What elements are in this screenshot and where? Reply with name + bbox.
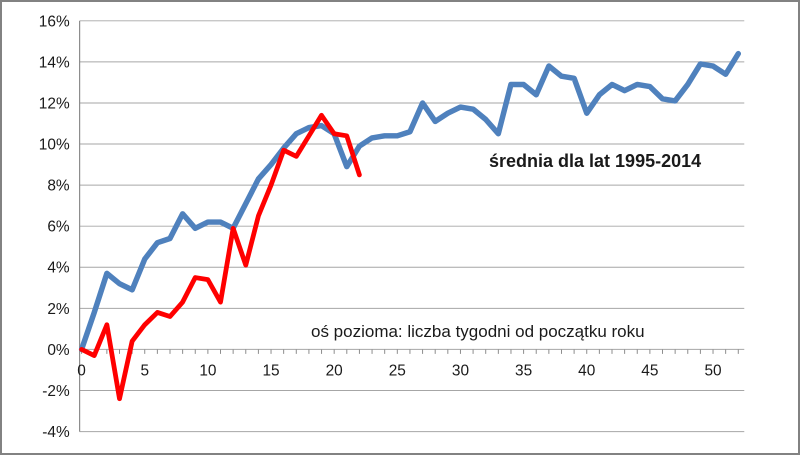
series-line-average-1995-2014 <box>78 50 742 353</box>
x-tick-label: 5 <box>140 363 149 380</box>
y-tick-label: 16% <box>39 13 70 30</box>
x-tick-label: 0 <box>77 363 86 380</box>
y-tick-label: 10% <box>39 137 70 154</box>
y-tick-label: 0% <box>47 342 70 359</box>
x-tick-label: 10 <box>199 363 216 380</box>
x-tick-label: 20 <box>326 363 343 380</box>
series-annotation: średnia dla lat 1995-2014 <box>489 151 702 171</box>
y-tick-label: 6% <box>47 219 70 236</box>
x-tick-label: 25 <box>389 363 406 380</box>
y-tick-label: -4% <box>42 424 70 441</box>
y-tick-label: -2% <box>42 383 70 400</box>
x-axis-note: oś pozioma: liczba tygodni od początku r… <box>311 322 645 341</box>
x-tick-label: 50 <box>704 363 721 380</box>
x-tick-label: 40 <box>578 363 595 380</box>
y-tick-label: 2% <box>47 301 70 318</box>
x-tick-label: 15 <box>262 363 279 380</box>
x-tick-label: 45 <box>641 363 658 380</box>
y-tick-label: 14% <box>39 54 70 71</box>
series-line-current-year <box>79 112 362 402</box>
x-tick-label: 30 <box>452 363 469 380</box>
y-tick-label: 4% <box>47 260 70 277</box>
y-tick-label: 12% <box>39 95 70 112</box>
x-tick-label: 35 <box>515 363 532 380</box>
y-tick-label: 8% <box>47 178 70 195</box>
